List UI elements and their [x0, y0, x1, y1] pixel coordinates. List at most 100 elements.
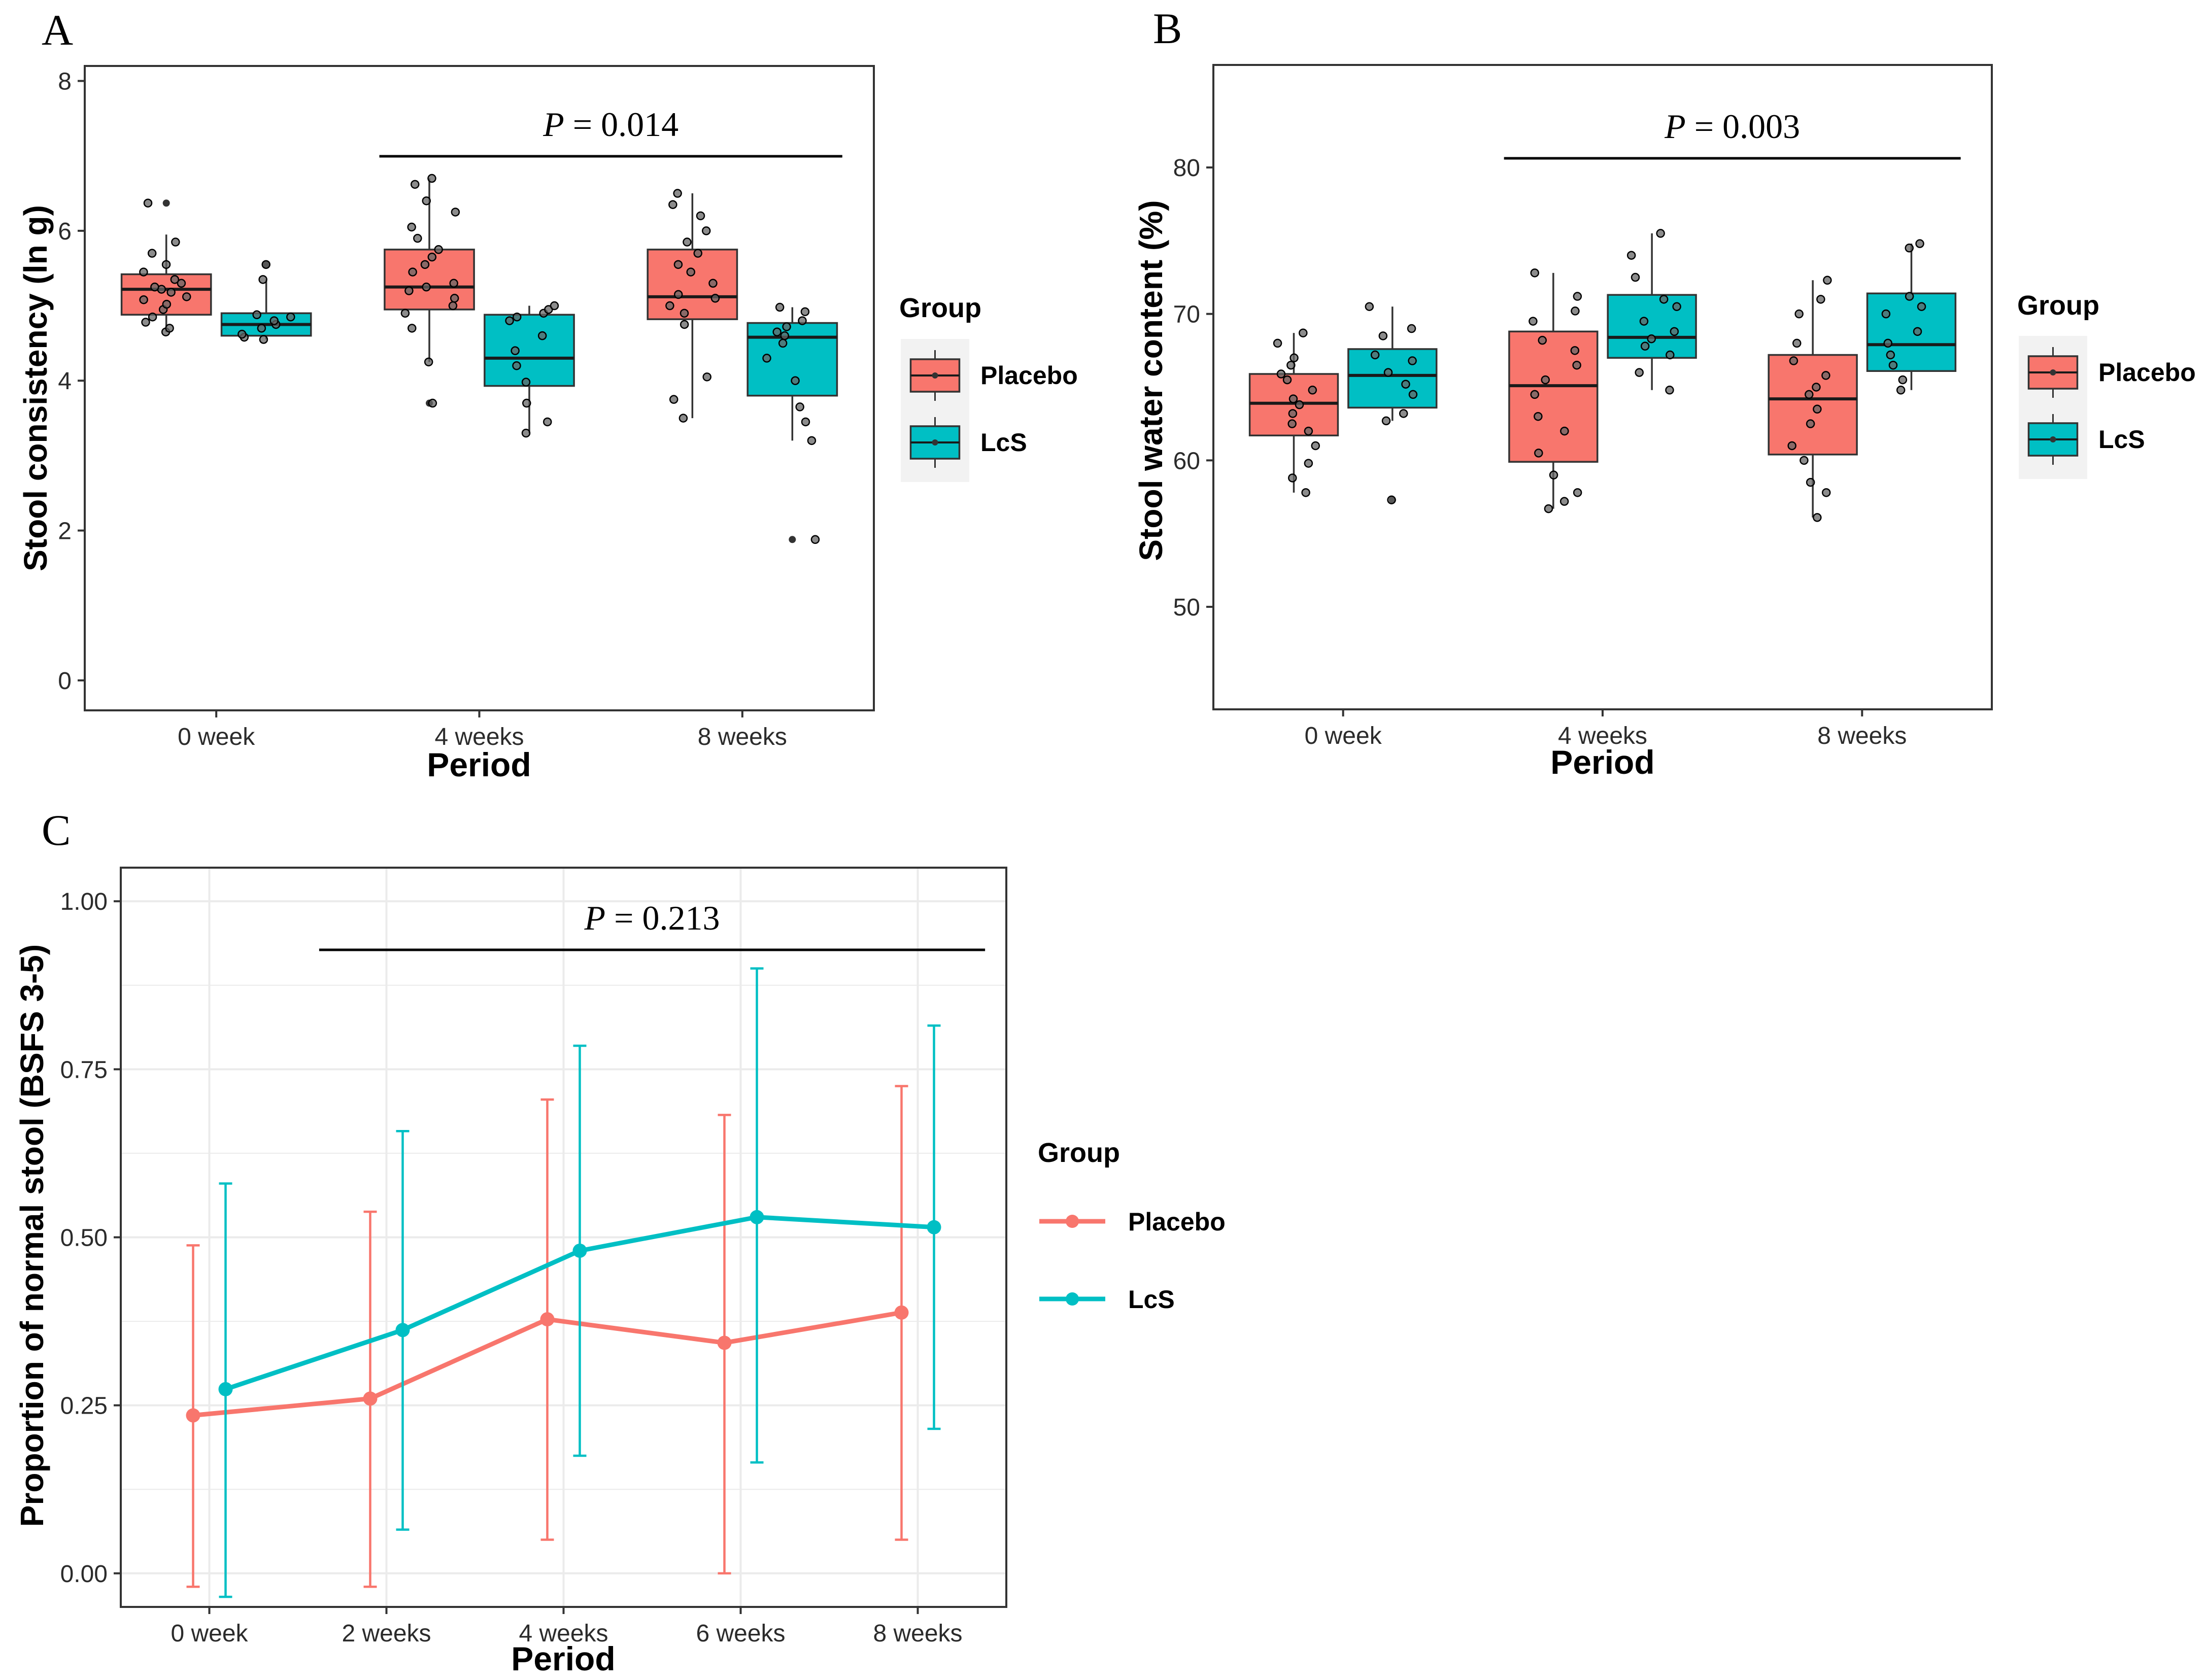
legend-key-point: [1066, 1292, 1079, 1306]
legend-key-point: [2050, 369, 2056, 375]
jitter-point: [696, 211, 705, 221]
y-tick-label: 50: [1173, 594, 1200, 621]
jitter-point: [1387, 495, 1396, 504]
jitter-point: [550, 301, 559, 311]
jitter-point: [448, 301, 458, 311]
y-tick-label: 0.25: [60, 1393, 108, 1420]
jitter-point: [1888, 360, 1898, 370]
x-tick-label: 8 weeks: [873, 1620, 962, 1647]
jitter-point: [1813, 513, 1822, 522]
panel-letter: A: [42, 6, 73, 54]
jitter-point: [1821, 371, 1830, 380]
jitter-point: [166, 288, 176, 297]
box: [746, 322, 838, 397]
jitter-point: [665, 301, 674, 311]
series-placebo: [120, 174, 738, 423]
jitter-point: [147, 249, 157, 258]
jitter-point: [702, 372, 711, 382]
jitter-point: [678, 414, 688, 423]
jitter-point: [1407, 324, 1416, 333]
p-value-number: = 0.003: [1686, 107, 1800, 146]
boxplot-placebo-8-weeks: [647, 189, 738, 423]
jitter-point: [269, 316, 279, 325]
jitter-point: [512, 361, 521, 370]
x-axis: 0 week 4 weeks 8 weeks: [178, 710, 787, 750]
p-value-symbol: P: [584, 899, 606, 937]
panel-letter: C: [42, 806, 71, 854]
jitter-point: [1534, 449, 1543, 458]
p-value-number: = 0.014: [564, 105, 678, 144]
jitter-point: [1289, 353, 1299, 363]
jitter-point: [1541, 375, 1550, 385]
jitter-point: [434, 245, 443, 254]
jitter-point: [1273, 338, 1282, 348]
jitter-point: [669, 395, 678, 404]
jitter-point: [148, 312, 157, 322]
y-axis-title: Stool consistency (ln g): [17, 205, 54, 571]
jitter-point: [139, 267, 148, 277]
series-lcs: [1347, 229, 1957, 504]
p-value-label: P = 0.003: [1664, 107, 1800, 146]
legend-key-point: [2050, 436, 2056, 442]
y-tick-label: 0.00: [60, 1561, 108, 1588]
gridlines: [121, 868, 1006, 1607]
significance-annotation: P = 0.213: [319, 899, 986, 951]
jitter-point: [1530, 390, 1539, 399]
jitter-point: [422, 282, 431, 292]
jitter-point: [1913, 327, 1922, 336]
y-tick-label: 80: [1173, 155, 1200, 182]
series-point: [218, 1382, 233, 1396]
jitter-point: [182, 292, 191, 301]
y-tick-label: 0: [58, 668, 72, 695]
y-tick-label: 0.50: [60, 1225, 108, 1252]
y-tick-label: 1.00: [60, 888, 108, 915]
boxplot-placebo-8-weeks: [1768, 276, 1858, 522]
jitter-point: [1276, 369, 1286, 379]
jitter-point: [1560, 426, 1569, 436]
jitter-point: [521, 428, 531, 438]
p-value-symbol: P: [1664, 107, 1686, 146]
p-value-number: = 0.213: [605, 899, 720, 937]
jitter-point: [1378, 331, 1388, 340]
jitter-point: [1370, 350, 1380, 360]
jitter-point: [1896, 386, 1906, 395]
box: [484, 314, 575, 387]
series-lcs: [218, 967, 941, 1598]
jitter-point: [800, 307, 810, 317]
jitter-point: [143, 198, 153, 208]
jitter-point: [1635, 368, 1644, 377]
jitter-point: [1647, 334, 1656, 344]
panel-b: B 50 60 70 80 0 week 4 weeks 8 weeks Period Stool…: [1133, 4, 2196, 781]
jitter-point: [252, 310, 261, 320]
y-tick-label: 60: [1173, 448, 1200, 474]
jitter-point: [1659, 295, 1669, 304]
jitter-point: [1530, 268, 1540, 278]
jitter-point: [673, 260, 683, 269]
y-axis: 50 60 70 80: [1173, 155, 1213, 621]
jitter-point: [1898, 375, 1908, 385]
x-tick-label: 4 weeks: [1558, 723, 1647, 749]
series-point: [363, 1391, 378, 1406]
x-tick-label: 4 weeks: [519, 1620, 608, 1647]
x-axis: 0 week 2 weeks 4 weeks 6 weeks 8 weeks: [171, 1607, 963, 1647]
jitter-point: [177, 279, 186, 288]
y-tick-label: 2: [58, 518, 72, 545]
x-tick-label: 0 week: [1305, 723, 1382, 749]
x-tick-label: 8 weeks: [1817, 723, 1907, 749]
jitter-point: [422, 196, 431, 205]
legend-label-lcs: LcS: [980, 428, 1027, 457]
jitter-point: [1672, 302, 1681, 311]
jitter-point: [261, 260, 270, 269]
jitter-point: [1787, 441, 1796, 451]
jitter-point: [1792, 338, 1802, 348]
jitter-point: [1383, 368, 1393, 377]
jitter-point: [1631, 272, 1640, 282]
y-tick-label: 8: [58, 68, 72, 95]
boxplot-placebo-0-week: [1248, 328, 1339, 497]
jitter-point: [807, 436, 817, 445]
x-axis-title: Period: [511, 1640, 615, 1677]
jitter-point: [1304, 459, 1313, 468]
jitter-point: [139, 295, 148, 304]
legend-key-point: [932, 439, 938, 445]
